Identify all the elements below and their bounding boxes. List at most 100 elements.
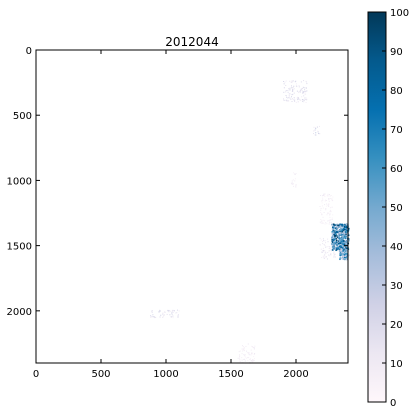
heat-cell [150, 315, 151, 316]
heat-cell [333, 231, 335, 233]
heat-cell [251, 354, 252, 355]
heat-cell [304, 89, 305, 90]
heat-cell [325, 240, 326, 241]
heat-cell [239, 354, 240, 355]
heat-cell [297, 91, 298, 92]
heat-cell [245, 346, 246, 347]
heat-cell [248, 343, 249, 344]
heat-cell [329, 223, 330, 224]
heat-cell [288, 97, 289, 98]
heat-cell [332, 197, 333, 198]
heat-cell [289, 95, 290, 96]
colorbar-tick-label: 70 [390, 125, 403, 136]
heat-cell [285, 91, 286, 92]
heat-cell [169, 314, 170, 315]
plot-area [36, 50, 350, 364]
heat-cell [293, 179, 294, 180]
heat-cell [171, 312, 172, 313]
heat-cell [322, 205, 323, 206]
heat-cell [326, 204, 327, 205]
heat-cell [344, 234, 346, 236]
heat-cell [323, 217, 324, 218]
heat-cell [328, 241, 329, 242]
heat-cell [162, 313, 163, 314]
heat-cell [341, 239, 343, 241]
heat-cell [169, 311, 170, 312]
heat-cell [293, 99, 294, 100]
heat-cell [291, 96, 292, 97]
heat-cell [332, 200, 333, 201]
heat-cell [328, 213, 329, 214]
heat-cell [247, 357, 248, 358]
heat-cell [324, 195, 325, 196]
heat-cell [326, 206, 327, 207]
heat-cell [322, 222, 323, 223]
heat-cell [246, 358, 247, 359]
heat-cell [174, 310, 175, 311]
heat-cell [323, 256, 324, 257]
heat-cell [301, 81, 302, 82]
heat-cell [322, 198, 323, 199]
heat-cell [150, 317, 151, 318]
heat-cell [324, 255, 325, 256]
heat-cell [345, 255, 347, 257]
heat-cell [173, 312, 174, 313]
heat-cell [152, 312, 153, 313]
heat-cell [344, 233, 346, 235]
heat-cell [249, 354, 250, 355]
heat-cell [289, 90, 290, 91]
heat-cell [245, 356, 246, 357]
heat-cell [296, 102, 297, 103]
heat-cell [295, 186, 296, 187]
heat-cell [243, 350, 244, 351]
heat-cell [326, 200, 327, 201]
heat-cell [327, 239, 328, 240]
heat-cell [285, 85, 286, 86]
heat-cell [320, 244, 321, 245]
heat-cell [341, 229, 343, 231]
heat-cell [331, 250, 332, 251]
heat-cell [325, 209, 326, 210]
heat-cell [297, 97, 298, 98]
heat-cell [292, 94, 293, 95]
heat-cell [293, 80, 294, 81]
heat-cell [339, 233, 341, 235]
heat-cell [244, 359, 245, 360]
heat-cell [346, 248, 348, 250]
heat-cell [164, 311, 165, 312]
heat-cell [328, 199, 329, 200]
colorbar-tick-label: 80 [390, 86, 403, 97]
heat-cell [325, 257, 326, 258]
heat-cell [250, 358, 251, 359]
heat-cell [284, 87, 285, 88]
heat-cell [346, 240, 348, 242]
heat-cell [293, 86, 294, 87]
heat-cell [302, 88, 303, 89]
heat-cell [247, 360, 248, 361]
heat-cell [330, 207, 331, 208]
heat-cell [330, 254, 331, 255]
heat-cell [338, 248, 340, 250]
heat-cell [288, 92, 289, 93]
heat-cell [294, 174, 295, 175]
heat-cell [300, 100, 301, 101]
heat-cell [319, 133, 320, 134]
colorbar-tick-label: 90 [390, 47, 403, 58]
plot-background [36, 50, 348, 363]
heat-cell [333, 243, 335, 245]
heat-cell [302, 90, 303, 91]
chart-title: 2012044 [165, 35, 218, 49]
heat-cell [178, 314, 179, 315]
heat-cell [342, 247, 344, 249]
heat-cell [321, 257, 322, 258]
heat-cell [328, 195, 329, 196]
heat-cell [169, 310, 170, 311]
heat-cell [302, 91, 303, 92]
heat-cell [172, 311, 173, 312]
heat-cell [331, 224, 333, 226]
heat-cell [332, 228, 334, 230]
heat-cell [303, 87, 304, 88]
heat-cell [240, 361, 241, 362]
heat-cell [304, 99, 305, 100]
heat-cell [329, 255, 330, 256]
